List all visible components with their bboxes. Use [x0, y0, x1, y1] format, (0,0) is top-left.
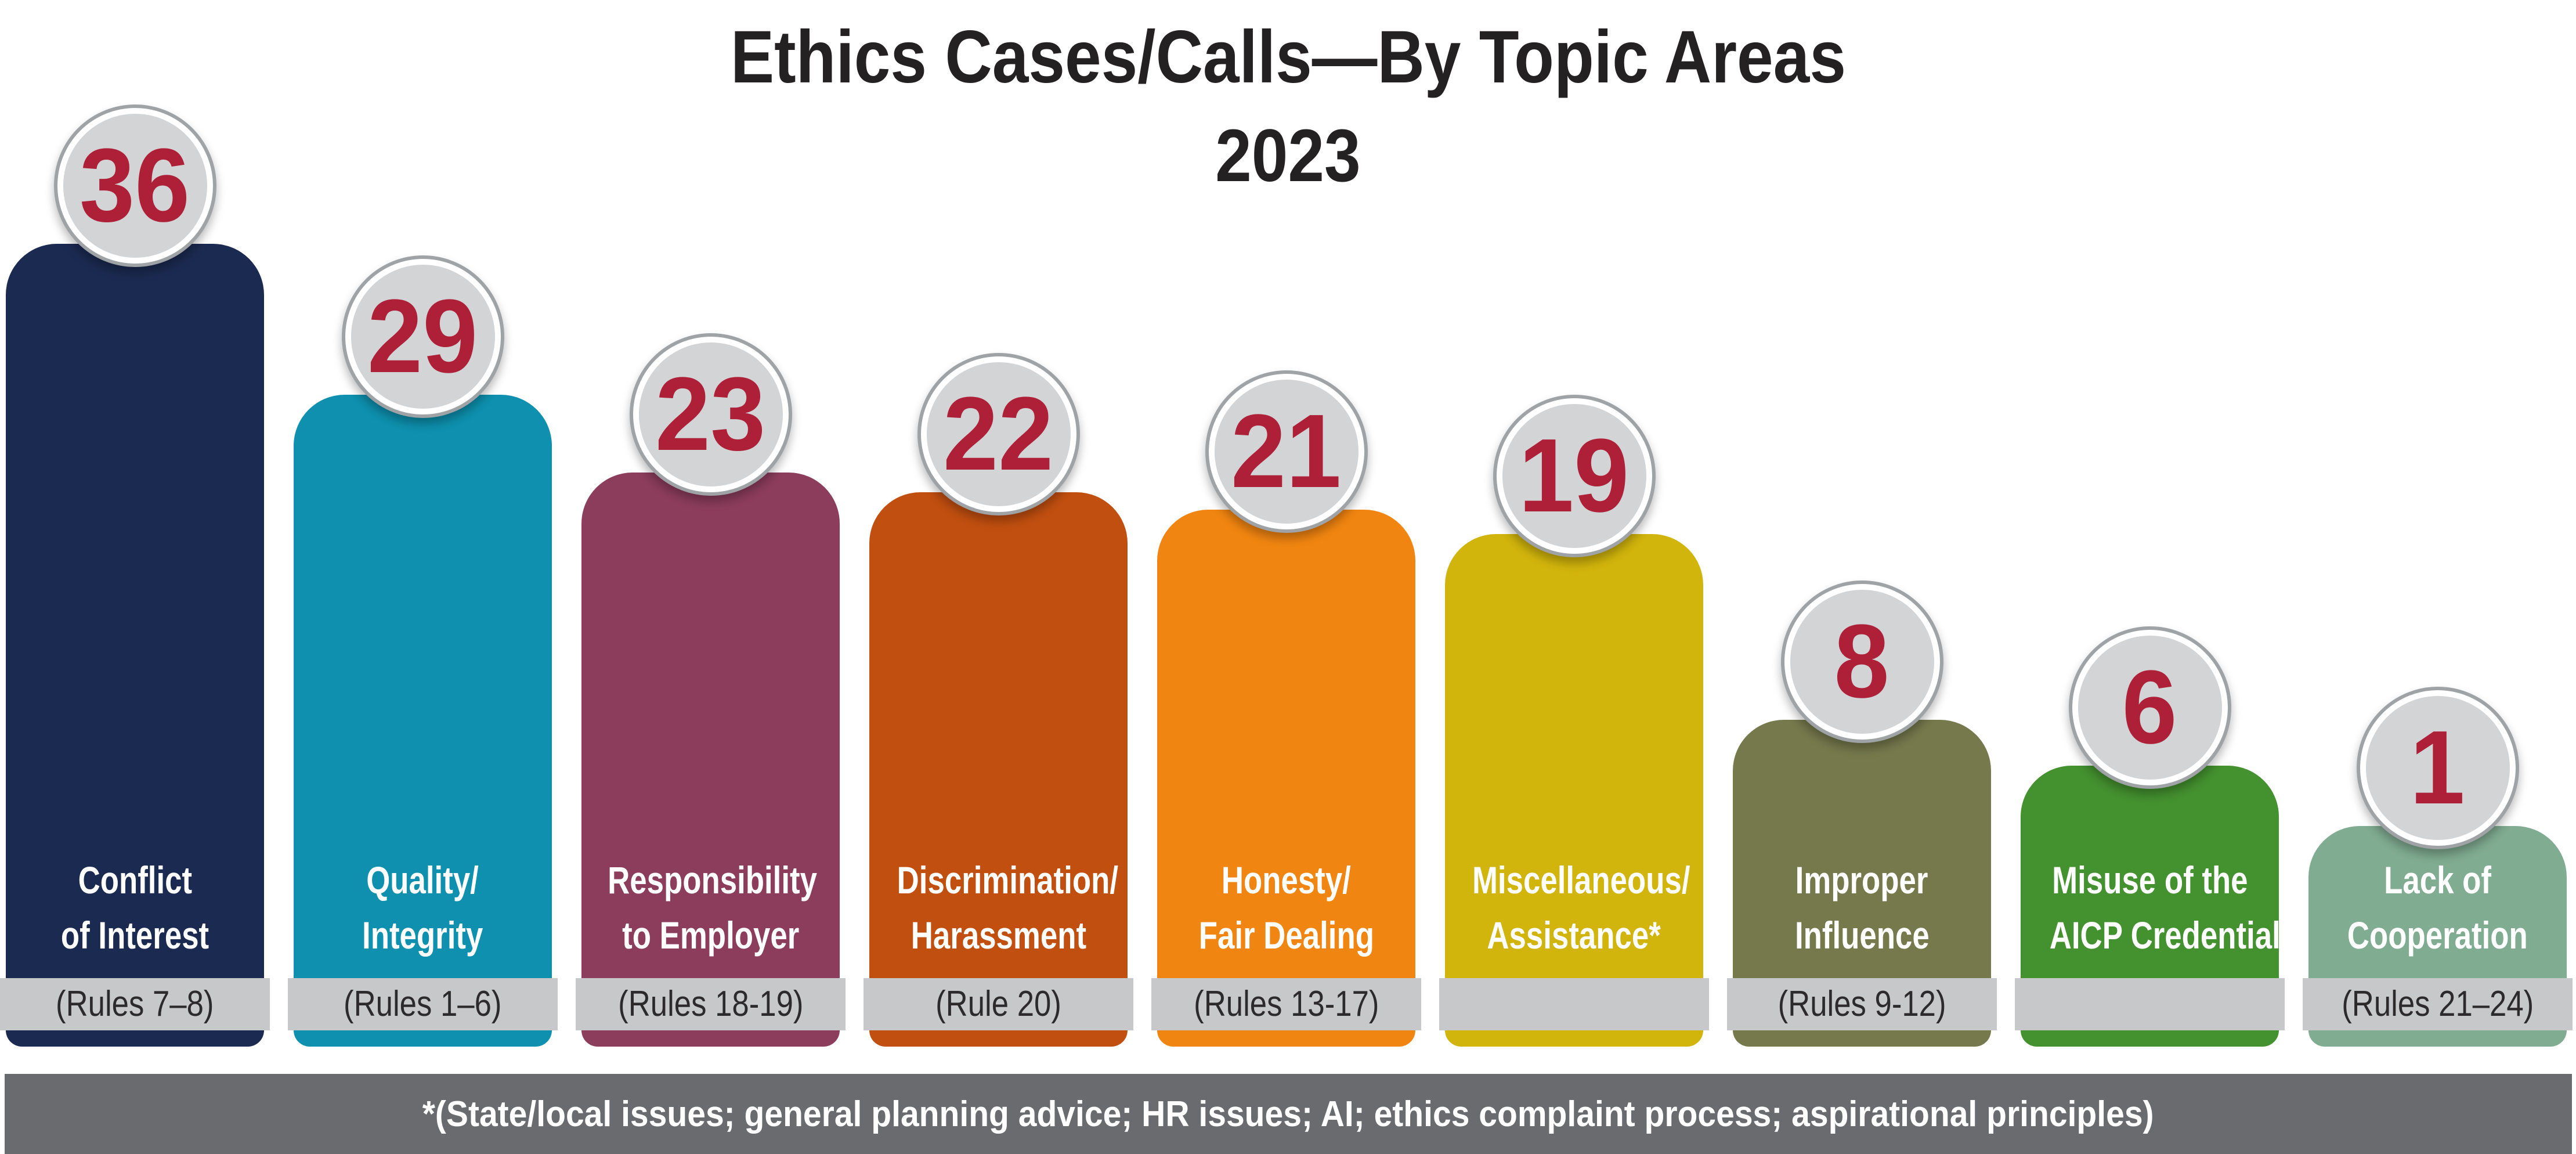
bar-foot — [2308, 1030, 2567, 1047]
value-badge: 8 — [1780, 580, 1943, 743]
rules-band — [2015, 978, 2285, 1030]
bar-label-line2: Integrity — [362, 914, 483, 957]
bar-label-line1: Miscellaneous/ — [1472, 859, 1690, 901]
value-badge: 1 — [2356, 687, 2519, 849]
badge-value: 6 — [2122, 649, 2178, 766]
bar-label-line1: Conflict — [78, 859, 192, 901]
bar-label-line2: of Interest — [60, 914, 209, 957]
badge-value: 29 — [367, 278, 478, 395]
rules-label: (Rules 9-12) — [1777, 984, 1946, 1024]
value-badge: 29 — [341, 255, 504, 418]
bar-body: Discrimination/ Harassment (Rule 20) — [864, 492, 1133, 1047]
bar-foot — [1733, 1030, 1991, 1047]
bar-label-line1: Improper — [1795, 859, 1928, 901]
bar-label: Misuse of the AICP Credential — [2021, 853, 2281, 963]
chart-title-line1: Ethics Cases/Calls—By Topic Areas — [730, 16, 1846, 99]
bar-conflict-of-interest: 36 Conflict of Interest (Rules 7–8) — [0, 0, 270, 1154]
rules-label: (Rules 21–24) — [2341, 984, 2534, 1024]
rules-band: (Rules 1–6) — [288, 978, 558, 1030]
bar-quality-integrity: 29 Quality/ Integrity (Rules 1–6) — [288, 0, 558, 1154]
rules-band: (Rules 13-17) — [1151, 978, 1421, 1030]
bar-label: Quality/ Integrity — [294, 853, 552, 963]
bar-label: Miscellaneous/ Assistance* — [1445, 853, 1703, 963]
rules-band: (Rules 7–8) — [0, 978, 270, 1030]
bar-body: Lack of Cooperation (Rules 21–24) — [2303, 826, 2573, 1047]
bar-lack-of-cooperation: 1 Lack of Cooperation (Rules 21–24) — [2303, 0, 2573, 1154]
value-badge: 23 — [629, 333, 792, 496]
bar-label: Improper Influence — [1733, 853, 1991, 963]
bar-label-line2: Fair Dealing — [1198, 914, 1374, 957]
bar-label: Responsibility to Employer — [581, 853, 840, 963]
bar-foot — [581, 1030, 840, 1047]
rules-label: (Rule 20) — [935, 984, 1061, 1024]
bar-label-line2: Influence — [1794, 914, 1930, 957]
bar-discrimination-harassment: 22 Discrimination/ Harassment (Rule 20) — [864, 0, 1133, 1154]
value-badge: 6 — [2068, 626, 2231, 789]
badge-value: 36 — [80, 127, 190, 244]
bar-miscellaneous-assistance: 19 Miscellaneous/ Assistance* — [1439, 0, 1709, 1154]
bar-body: Quality/ Integrity (Rules 1–6) — [288, 395, 558, 1047]
bar-foot — [6, 1030, 264, 1047]
badge-value: 19 — [1519, 417, 1630, 534]
bar-label-line2: Assistance* — [1487, 914, 1661, 957]
bar-label-line2: Harassment — [911, 914, 1086, 957]
rules-band: (Rules 18-19) — [576, 978, 846, 1030]
bar-label-line1: Responsibility — [608, 859, 817, 901]
bar-improper-influence: 8 Improper Influence (Rules 9-12) — [1727, 0, 1997, 1154]
bar-label-line2: AICP Credential — [2049, 914, 2281, 957]
footnote-text: *(State/local issues; general planning a… — [422, 1094, 2154, 1134]
rules-band: (Rules 21–24) — [2303, 978, 2573, 1030]
bar-label-line1: Honesty/ — [1221, 859, 1351, 901]
badge-value: 1 — [2409, 709, 2466, 826]
bar-body: Honesty/ Fair Dealing (Rules 13-17) — [1151, 510, 1421, 1047]
bar-foot — [1445, 1030, 1703, 1047]
bar-label-line1: Discrimination/ — [897, 859, 1119, 901]
rules-label: (Rules 7–8) — [56, 984, 214, 1024]
bar-foot — [2021, 1030, 2279, 1047]
bar-honesty-fair-dealing: 21 Honesty/ Fair Dealing (Rules 13-17) — [1151, 0, 1421, 1154]
bar-label-line1: Misuse of the — [2051, 859, 2248, 901]
bar-body: Improper Influence (Rules 9-12) — [1727, 720, 1997, 1047]
value-badge: 36 — [53, 104, 216, 267]
rules-label: (Rules 18-19) — [617, 984, 804, 1024]
bar-body: Misuse of the AICP Credential — [2015, 766, 2285, 1047]
bar-label-line1: Quality/ — [366, 859, 479, 901]
bar-label: Discrimination/ Harassment — [869, 853, 1128, 963]
footnote-bar: *(State/local issues; general planning a… — [5, 1074, 2572, 1154]
value-badge: 22 — [917, 353, 1080, 515]
value-badge: 21 — [1205, 370, 1368, 533]
bar-body: Conflict of Interest (Rules 7–8) — [0, 244, 270, 1047]
rules-band: (Rule 20) — [864, 978, 1133, 1030]
bar-misuse-of-aicp-credential: 6 Misuse of the AICP Credential — [2015, 0, 2285, 1154]
bar-label-line2: to Employer — [622, 914, 800, 957]
bar-foot — [869, 1030, 1128, 1047]
bar-label-line2: Cooperation — [2347, 914, 2528, 957]
chart-title-year: 2023 — [1215, 114, 1361, 197]
bar-label: Lack of Cooperation — [2308, 853, 2567, 963]
value-badge: 19 — [1493, 395, 1656, 557]
bar-body: Responsibility to Employer (Rules 18-19) — [576, 473, 846, 1047]
badge-value: 22 — [943, 376, 1054, 492]
bar-label: Honesty/ Fair Dealing — [1157, 853, 1415, 963]
bar-foot — [1157, 1030, 1415, 1047]
bar-responsibility-to-employer: 23 Responsibility to Employer (Rules 18-… — [576, 0, 846, 1154]
rules-band — [1439, 978, 1709, 1030]
badge-value: 8 — [1834, 603, 1890, 720]
bar-label: Conflict of Interest — [6, 853, 264, 963]
bar-foot — [294, 1030, 552, 1047]
rules-label: (Rules 13-17) — [1193, 984, 1379, 1024]
badge-value: 23 — [655, 356, 766, 473]
bar-label-line1: Lack of — [2384, 859, 2491, 901]
bar-body: Miscellaneous/ Assistance* — [1439, 534, 1709, 1047]
chart-title: Ethics Cases/Calls—By Topic Areas 2023 — [0, 8, 2576, 205]
badge-value: 21 — [1231, 393, 1342, 510]
rules-band: (Rules 9-12) — [1727, 978, 1997, 1030]
rules-label: (Rules 1–6) — [344, 984, 502, 1024]
